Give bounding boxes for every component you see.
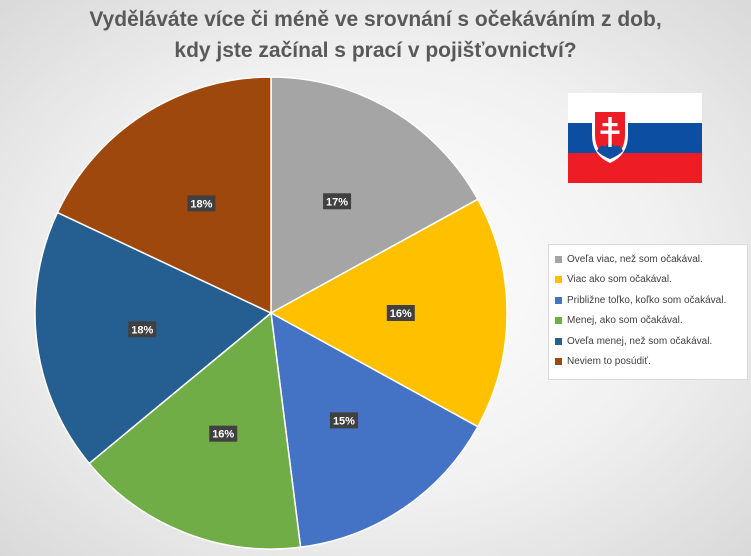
legend-swatch [555,337,562,345]
legend-label: Približne toľko, koľko som očakával. [567,294,727,306]
chart-title-line-2: kdy jste začínal s prací v pojišťovnictv… [174,39,577,62]
data-label: 16% [212,429,234,441]
pie-slice [34,211,273,465]
slovakia-flag-icon [568,93,702,183]
pie-slice [56,76,272,315]
legend-item: Približne toľko, koľko som očakával. [555,290,747,311]
legend-item: Neviem to posúdiť. [555,352,747,373]
legend-swatch [555,358,562,366]
legend-label: Oveľa menej, než som očakával. [567,335,713,347]
data-label: 17% [326,196,348,208]
data-label-background [209,425,238,442]
legend-label: Menej, ako som očakával. [567,315,683,327]
legend-swatch [555,296,562,304]
data-label: 18% [131,324,153,336]
legend-item: Oveľa menej, než som očakával. [555,331,747,352]
data-label-background [187,195,216,212]
legend-swatch [555,276,562,284]
legend-item: Viac ako som očakával. [555,270,747,291]
data-label: 18% [190,198,212,210]
pie-slice [88,311,302,550]
legend-swatch [555,255,562,263]
chart-title: Vyděláváte více či méně ve srovnání s oč… [0,4,751,66]
data-label-background [386,305,415,321]
legend: Oveľa viac, než som očakával. Viac ako s… [548,244,748,380]
legend-item: Oveľa viac, než som očakával. [555,249,747,270]
chart-title-line-1: Vyděláváte více či méně ve srovnání s oč… [89,8,662,31]
legend-label: Oveľa viac, než som očakával. [567,253,703,265]
pie-slice [270,76,479,315]
legend-label: Neviem to posúdiť. [567,356,651,368]
data-label-background [329,412,358,429]
data-label: 15% [333,415,355,427]
legend-label: Viac ako som očakával. [567,274,672,286]
legend-swatch [555,317,562,325]
data-label-background [323,193,352,210]
legend-item: Menej, ako som očakával. [555,311,747,332]
pie-slice [270,311,479,548]
data-label: 16% [390,308,412,320]
data-label-background [128,321,157,338]
